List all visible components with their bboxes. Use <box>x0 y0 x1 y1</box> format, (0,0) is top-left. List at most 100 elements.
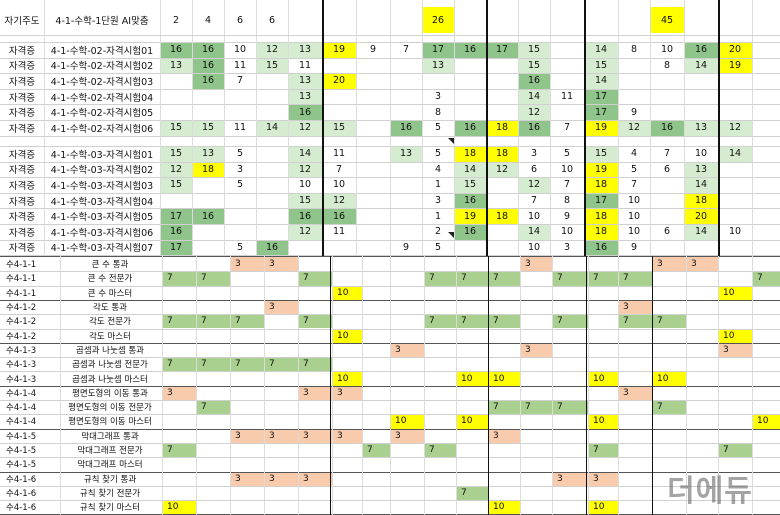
value-cell[interactable] <box>288 240 322 256</box>
skill-code-cell[interactable]: 수4-1-4 <box>6 417 37 428</box>
skill-value-cell[interactable]: 7 <box>653 400 686 415</box>
value-cell[interactable] <box>256 162 288 178</box>
value-cell[interactable] <box>160 193 192 209</box>
skill-value-cell[interactable]: 3 <box>391 342 424 358</box>
skill-value-cell[interactable] <box>719 314 752 328</box>
value-cell[interactable]: 14 <box>256 120 288 136</box>
value-cell[interactable]: 11 <box>560 91 574 103</box>
skill-value-cell[interactable]: 10 <box>589 500 618 515</box>
value-cell[interactable] <box>718 193 752 209</box>
skill-value-cell[interactable]: 10 <box>163 500 196 515</box>
skill-value-cell[interactable]: 10 <box>489 371 520 386</box>
value-cell[interactable]: 13 <box>422 57 454 74</box>
skill-name-cell[interactable]: 막대그래프 전문가 <box>77 446 143 457</box>
skill-value-cell[interactable] <box>363 500 390 514</box>
value-cell[interactable]: 10 <box>660 44 674 56</box>
value-cell[interactable]: 18 <box>486 120 518 136</box>
skill-value-cell[interactable] <box>197 300 230 314</box>
skill-value-cell[interactable] <box>265 443 298 457</box>
value-cell[interactable]: 11 <box>332 226 346 238</box>
value-cell[interactable] <box>390 208 422 224</box>
skill-name-cell[interactable]: 곱셈과 나눗셈 마스터 <box>72 374 148 385</box>
value-cell[interactable] <box>684 104 718 120</box>
skill-value-cell[interactable] <box>619 400 652 414</box>
category-cell[interactable]: 자격증 <box>8 196 36 208</box>
skill-value-cell[interactable] <box>363 271 390 285</box>
skill-code-cell[interactable]: 수4-1-1 <box>6 288 37 299</box>
skill-value-cell[interactable] <box>425 357 456 371</box>
skill-value-cell[interactable] <box>457 443 488 457</box>
value-cell[interactable]: 10 <box>694 148 708 160</box>
skill-value-cell[interactable] <box>299 414 332 428</box>
value-cell[interactable]: 10 <box>627 226 641 238</box>
value-cell[interactable]: 17 <box>160 239 192 256</box>
skill-value-cell[interactable]: 7 <box>489 271 520 286</box>
value-cell[interactable]: 14 <box>718 146 752 162</box>
skill-value-cell[interactable] <box>333 257 362 271</box>
value-cell[interactable]: 18 <box>486 208 518 224</box>
value-cell[interactable] <box>390 7 422 33</box>
value-cell[interactable]: 14 <box>288 146 322 162</box>
skill-value-cell[interactable] <box>457 400 488 414</box>
value-cell[interactable] <box>752 208 780 224</box>
skill-value-cell[interactable] <box>425 414 456 428</box>
skill-value-cell[interactable] <box>653 300 686 314</box>
skill-value-cell[interactable]: 3 <box>265 257 298 272</box>
skill-value-cell[interactable] <box>589 329 618 343</box>
skill-value-cell[interactable] <box>589 314 618 328</box>
value-cell[interactable] <box>454 58 486 74</box>
skill-value-cell[interactable] <box>265 271 298 285</box>
skill-value-cell[interactable] <box>719 386 752 400</box>
skill-value-cell[interactable] <box>197 486 230 500</box>
value-cell[interactable]: 16 <box>322 208 356 224</box>
value-cell[interactable]: 16 <box>584 239 618 256</box>
skill-value-cell[interactable] <box>553 343 588 357</box>
value-cell[interactable] <box>256 104 288 120</box>
skill-value-cell[interactable] <box>719 357 752 371</box>
value-cell[interactable] <box>422 73 454 89</box>
skill-value-cell[interactable] <box>333 457 362 471</box>
value-cell[interactable] <box>256 177 288 193</box>
skill-value-cell[interactable] <box>265 314 298 328</box>
value-cell[interactable]: 5 <box>236 148 244 160</box>
value-cell[interactable]: 15 <box>518 57 550 74</box>
value-cell[interactable]: 17 <box>486 42 518 58</box>
skill-value-cell[interactable] <box>265 371 298 385</box>
skill-code-cell[interactable]: 수4-1-1 <box>6 260 37 271</box>
skill-value-cell[interactable] <box>687 271 718 285</box>
value-cell[interactable] <box>752 240 780 256</box>
skill-value-cell[interactable] <box>425 286 456 300</box>
value-cell[interactable]: 19 <box>584 161 618 178</box>
skill-value-cell[interactable] <box>719 271 752 285</box>
skill-code-cell[interactable]: 수4-1-6 <box>6 488 37 499</box>
category-cell[interactable]: 자격증 <box>8 212 36 224</box>
skill-value-cell[interactable] <box>265 286 298 300</box>
skill-value-cell[interactable] <box>753 386 780 400</box>
value-cell[interactable]: 16 <box>160 42 192 58</box>
skill-value-cell[interactable] <box>521 386 552 400</box>
skill-value-cell[interactable]: 7 <box>231 357 264 372</box>
value-cell[interactable] <box>718 104 752 120</box>
value-cell[interactable]: 12 <box>518 104 550 120</box>
row-name-cell[interactable]: 4-1-수학-03-자격시험04 <box>50 196 154 208</box>
value-cell[interactable]: 9 <box>369 44 377 56</box>
value-cell[interactable] <box>752 89 780 105</box>
skill-value-cell[interactable] <box>521 371 552 385</box>
value-cell[interactable]: 3 <box>236 163 244 175</box>
skill-name-cell[interactable]: 평면도형의 이동 마스터 <box>68 417 152 428</box>
skill-value-cell[interactable]: 3 <box>619 385 652 400</box>
skill-value-cell[interactable]: 10 <box>589 371 618 386</box>
value-cell[interactable] <box>752 193 780 209</box>
skill-value-cell[interactable] <box>521 457 552 471</box>
skill-value-cell[interactable] <box>363 257 390 271</box>
skill-value-cell[interactable] <box>231 300 264 314</box>
value-cell[interactable]: 15 <box>288 192 322 209</box>
skill-value-cell[interactable] <box>163 400 196 414</box>
value-cell[interactable]: 16 <box>288 104 322 120</box>
skill-value-cell[interactable] <box>425 400 456 414</box>
skill-value-cell[interactable] <box>687 443 718 457</box>
value-cell[interactable] <box>224 208 256 224</box>
value-cell[interactable]: 16 <box>192 73 224 89</box>
value-cell[interactable] <box>454 104 486 120</box>
skill-value-cell[interactable] <box>231 271 264 285</box>
